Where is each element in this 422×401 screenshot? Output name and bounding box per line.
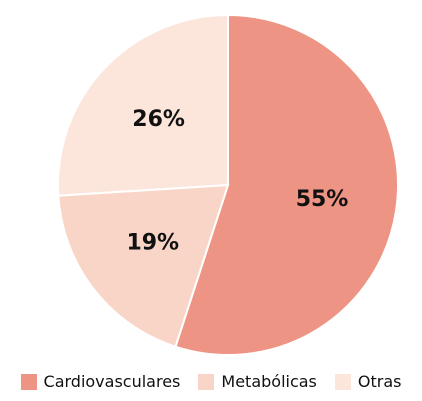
legend-item: Cardiovasculares xyxy=(20,372,181,391)
pie-slice xyxy=(57,183,230,348)
legend-item: Otras xyxy=(334,372,402,391)
pie-slice xyxy=(57,13,229,197)
legend-swatch xyxy=(334,373,351,390)
slice-label: 55% xyxy=(296,187,349,212)
legend: Cardiovasculares Metabólicas Otras xyxy=(0,372,422,391)
slice-label: 19% xyxy=(126,230,179,255)
chart: 55% 19% 26% xyxy=(57,13,399,356)
legend-label: Cardiovasculares xyxy=(43,372,181,391)
pie-slice xyxy=(174,13,399,356)
legend-swatch xyxy=(20,373,37,390)
legend-item: Metabólicas xyxy=(198,372,317,391)
legend-swatch xyxy=(198,373,215,390)
slice-label: 26% xyxy=(132,107,185,132)
legend-label: Otras xyxy=(357,372,402,391)
legend-label: Metabólicas xyxy=(221,372,317,391)
